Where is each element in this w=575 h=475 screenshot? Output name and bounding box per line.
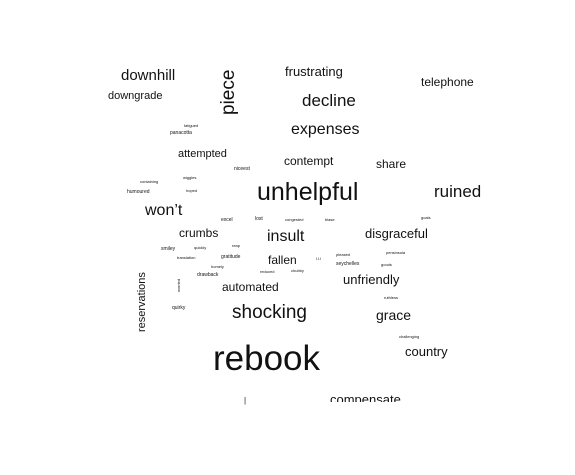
word-expenses: expenses [291, 121, 360, 138]
word-seychelles: seychelles [336, 261, 360, 267]
word-grace: grace [376, 307, 412, 323]
word-reduced: reduced [260, 269, 275, 274]
word-insult: insult [267, 228, 305, 245]
word-pensinsula: pensinsula [386, 250, 406, 255]
word-wont: won’t [145, 202, 183, 219]
word-ruined: ruined [434, 182, 482, 201]
word-homely: homely [211, 264, 224, 269]
word-automated: automated [222, 280, 279, 294]
word-fallen: fallen [268, 253, 297, 267]
word-contempt: contempt [284, 154, 334, 168]
word-frustrating: frustrating [285, 64, 343, 79]
word-shocking: shocking [232, 302, 307, 323]
cloud-bottom-clip [0, 402, 575, 475]
word-telephone: telephone [421, 75, 474, 89]
word-country: country [405, 344, 448, 359]
word-downgrade: downgrade [108, 90, 163, 102]
word-panacotta: panacotta [170, 130, 192, 136]
word-humoured: humoured [127, 189, 150, 195]
word-quirky: quirky [172, 305, 186, 311]
word-pleased: pleased [336, 252, 351, 257]
word-fatigued: fatigued [184, 123, 199, 128]
word-containing: containing [140, 179, 159, 184]
word-downhill: downhill [121, 67, 176, 84]
word-reservations: reservations [136, 272, 148, 332]
word-crumbs: crumbs [179, 226, 219, 240]
word-wiggles: wiggles [183, 175, 197, 180]
word-unhelpful: unhelpful [257, 178, 359, 206]
word-translation: translation [177, 255, 196, 260]
word-decline: decline [302, 91, 356, 110]
word-hoped: hoped [186, 188, 198, 193]
word-lost: lost [255, 216, 263, 222]
word-chubby: chubby [291, 268, 304, 273]
word-share: share [376, 157, 407, 171]
word-goods: goods [381, 262, 392, 267]
word-challenging: challenging [399, 334, 420, 339]
word-goals: goals [421, 215, 431, 220]
word-lol: l.l.l [316, 256, 321, 261]
word-excel: excel [221, 217, 233, 223]
word-gratitude: gratitude [221, 254, 241, 260]
word-disgraceful: disgraceful [365, 226, 428, 241]
word-rebook: rebook [213, 339, 321, 378]
word-ruthless: ruthless [384, 295, 399, 300]
word-unfriendly: unfriendly [343, 272, 400, 287]
word-attempted: attempted [178, 148, 227, 160]
word-worried: worried [176, 278, 181, 292]
word-drawback: drawback [197, 272, 219, 278]
word-blase: blase [325, 217, 335, 222]
word-reap: reap [232, 243, 241, 248]
word-quickly: quickly [194, 245, 207, 250]
word-niceest: niceest [234, 166, 250, 172]
word-piece: piece [218, 69, 239, 115]
stray-mark: | [244, 396, 247, 405]
word-smiley: smiley [161, 246, 176, 252]
word-congested: congested [285, 217, 304, 222]
